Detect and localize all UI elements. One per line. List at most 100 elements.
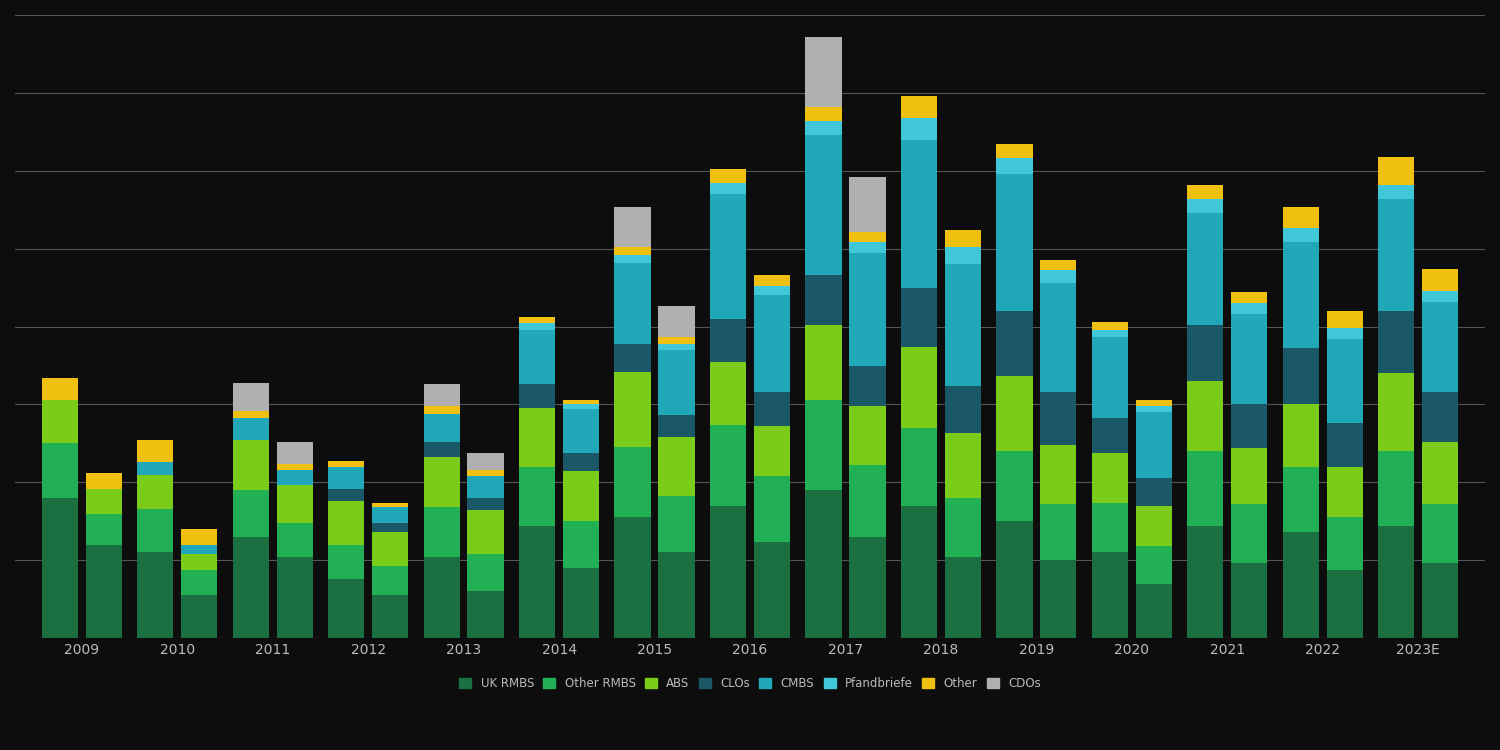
Bar <box>182 554 218 569</box>
Bar <box>615 262 651 344</box>
Bar <box>232 440 268 491</box>
Bar <box>562 400 598 404</box>
Bar <box>849 537 885 638</box>
Bar <box>945 386 981 433</box>
Bar <box>276 464 314 470</box>
Bar <box>1040 504 1077 560</box>
Bar <box>1422 563 1458 638</box>
Bar <box>562 453 598 472</box>
Bar <box>1232 448 1268 504</box>
Bar <box>849 242 885 254</box>
Bar <box>1326 311 1364 328</box>
Bar <box>423 414 460 442</box>
Bar <box>1378 526 1414 638</box>
Bar <box>1186 199 1224 213</box>
Bar <box>1136 406 1172 412</box>
Bar <box>710 362 746 424</box>
Bar <box>232 537 268 638</box>
Bar <box>468 554 504 592</box>
Bar <box>372 532 408 566</box>
Bar <box>902 96 938 118</box>
Bar <box>902 140 938 288</box>
Bar <box>86 514 122 544</box>
Bar <box>276 470 314 485</box>
Bar <box>615 372 651 446</box>
Bar <box>232 490 268 537</box>
Bar <box>1136 584 1172 638</box>
Bar <box>423 406 460 414</box>
Bar <box>372 507 408 523</box>
Bar <box>423 458 460 507</box>
Bar <box>710 170 746 183</box>
Bar <box>1232 563 1268 638</box>
Bar <box>996 376 1032 452</box>
Bar <box>806 325 842 400</box>
Bar <box>710 183 746 194</box>
Bar <box>423 442 460 458</box>
Bar <box>658 496 694 553</box>
Bar <box>468 511 504 554</box>
Bar <box>328 466 364 488</box>
Bar <box>1326 339 1364 423</box>
Bar <box>1378 311 1414 374</box>
Bar <box>42 443 78 498</box>
Bar <box>182 544 218 554</box>
Bar <box>754 426 790 476</box>
Bar <box>1186 526 1224 638</box>
Bar <box>468 470 504 476</box>
Bar <box>519 407 555 466</box>
Bar <box>1186 325 1224 381</box>
Bar <box>1282 404 1318 466</box>
Bar <box>42 378 78 400</box>
Bar <box>182 595 218 638</box>
Bar <box>1282 532 1318 638</box>
Bar <box>849 406 885 465</box>
Bar <box>1326 517 1364 569</box>
Bar <box>423 557 460 638</box>
Bar <box>1232 303 1268 314</box>
Bar <box>658 338 694 344</box>
Bar <box>902 346 938 427</box>
Bar <box>754 275 790 286</box>
Bar <box>996 452 1032 521</box>
Bar <box>1040 392 1077 445</box>
Bar <box>1326 423 1364 466</box>
Bar <box>806 275 842 325</box>
Bar <box>1422 302 1458 392</box>
Bar <box>1092 503 1128 553</box>
Bar <box>806 121 842 135</box>
Bar <box>615 344 651 372</box>
Bar <box>754 392 790 426</box>
Bar <box>1378 374 1414 452</box>
Bar <box>1378 157 1414 184</box>
Bar <box>1092 553 1128 638</box>
Bar <box>1186 213 1224 325</box>
Bar <box>232 419 268 440</box>
Bar <box>1186 184 1224 199</box>
Bar <box>945 433 981 498</box>
Bar <box>996 521 1032 638</box>
Bar <box>276 485 314 523</box>
Bar <box>658 416 694 437</box>
Bar <box>1136 400 1172 406</box>
Bar <box>849 232 885 242</box>
Bar <box>423 384 460 406</box>
Bar <box>276 557 314 638</box>
Bar <box>182 569 218 595</box>
Bar <box>849 465 885 537</box>
Bar <box>372 523 408 532</box>
Bar <box>945 247 981 264</box>
Bar <box>1136 478 1172 506</box>
Bar <box>328 460 364 466</box>
Bar <box>658 437 694 497</box>
Bar <box>945 557 981 638</box>
Bar <box>1378 452 1414 526</box>
Bar <box>423 507 460 557</box>
Bar <box>849 254 885 365</box>
Bar <box>136 553 174 638</box>
Bar <box>658 344 694 350</box>
Bar <box>1378 184 1414 199</box>
Bar <box>710 506 746 638</box>
Bar <box>806 37 842 107</box>
Bar <box>996 144 1032 158</box>
